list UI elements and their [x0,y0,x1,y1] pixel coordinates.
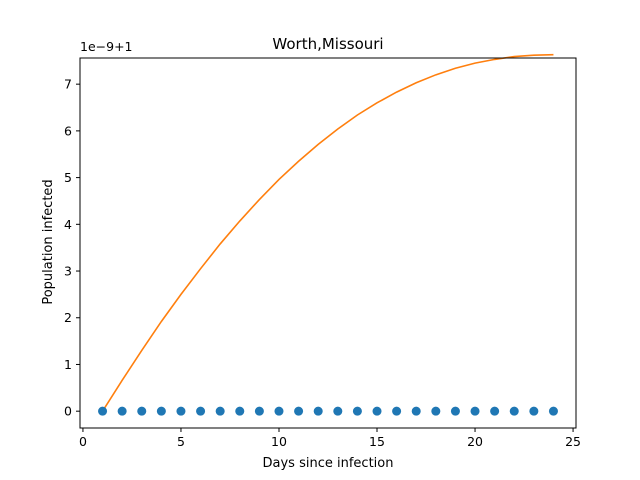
y-offset-label: 1e−9+1 [80,39,133,54]
y-tick-label: 5 [64,170,72,185]
x-tick-label: 25 [565,434,581,449]
y-tick-label: 4 [64,217,72,232]
axes-frame [79,57,577,429]
x-tick-label: 20 [467,434,483,449]
data-point [490,406,500,416]
data-point [98,406,108,416]
data-point [117,406,127,416]
x-axis-ticks: 0 5 10 15 20 25 [79,428,581,449]
y-tick-label: 6 [64,123,72,138]
data-point [411,406,421,416]
x-tick-label: 15 [369,434,385,449]
data-point [450,406,460,416]
y-tick-label: 1 [64,357,72,372]
x-axis-label: Days since infection [263,456,394,471]
data-point [254,406,264,416]
data-point [274,406,284,416]
data-point [137,406,147,416]
y-tick-label: 7 [64,77,72,92]
data-point [215,406,225,416]
data-point [392,406,402,416]
data-point [470,406,480,416]
data-point [529,406,539,416]
chart-title: Worth,Missouri [272,35,383,53]
data-point [333,406,343,416]
data-point [176,406,186,416]
data-point [294,406,304,416]
data-point [313,406,323,416]
data-point [372,406,382,416]
y-axis-ticks: 0 1 2 3 4 5 6 7 [64,77,80,419]
y-axis-label: Population infected [41,179,56,304]
model-line [101,53,554,412]
data-point [548,406,558,416]
data-point [235,406,245,416]
data-point [156,406,166,416]
data-point [509,406,519,416]
x-tick-label: 5 [177,434,185,449]
x-tick-label: 10 [271,434,287,449]
x-tick-label: 0 [79,434,87,449]
plot-area [98,53,558,416]
data-point [431,406,441,416]
data-point [196,406,206,416]
data-point [352,406,362,416]
y-tick-label: 0 [64,404,72,419]
y-tick-label: 2 [64,310,72,325]
y-tick-label: 3 [64,264,72,279]
